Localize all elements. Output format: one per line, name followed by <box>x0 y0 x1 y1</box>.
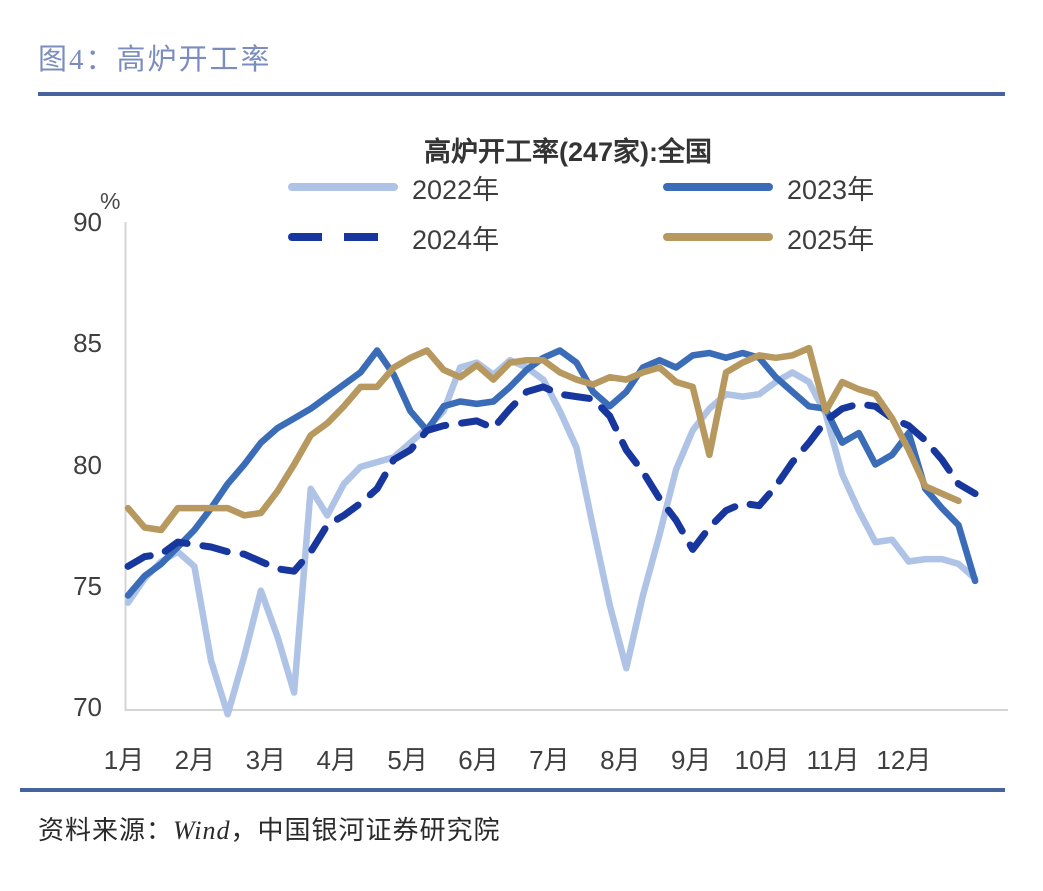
y-tick-label: 70 <box>73 692 102 722</box>
source-suffix: ，中国银河证券研究院 <box>230 816 501 845</box>
y-tick-label: 80 <box>73 449 102 480</box>
legend-item-2023: 2023年 <box>663 172 874 205</box>
footer-divider <box>20 788 1005 792</box>
legend-swatch-2023 <box>663 183 773 191</box>
header-divider <box>38 92 1005 96</box>
legend-swatch-2024 <box>288 233 398 241</box>
x-tick-label: 12月 <box>876 745 932 775</box>
y-tick-label: 90 <box>73 207 102 237</box>
series-line-2024年 <box>124 383 979 575</box>
figure-caption: 图4：高炉开工率 <box>38 44 272 76</box>
x-tick-label: 4月 <box>316 745 357 775</box>
legend-label-2022: 2022年 <box>412 174 500 205</box>
legend-label-2025: 2025年 <box>787 224 875 255</box>
legend-swatch-2022 <box>288 183 398 191</box>
x-tick-label: 3月 <box>245 745 287 775</box>
series-line-2025年 <box>124 344 962 534</box>
series-line-2022年 <box>124 356 979 718</box>
chart-title: 高炉开工率(247家):全国 <box>423 137 713 167</box>
source-wind: Wind <box>173 816 231 845</box>
legend-item-2022: 2022年 <box>288 172 499 205</box>
x-tick-label: 1月 <box>103 745 145 775</box>
x-tick-label: 9月 <box>670 745 712 775</box>
y-tick-label: 75 <box>73 570 102 601</box>
x-tick-label: 5月 <box>387 745 428 775</box>
x-tick-label: 11月 <box>806 745 860 775</box>
x-tick-label: 6月 <box>458 745 499 775</box>
source-prefix: 资料来源： <box>38 816 174 845</box>
legend-label-2023: 2023年 <box>787 174 875 205</box>
legend-label-2024: 2024年 <box>412 224 500 255</box>
legend-item-2025: 2025年 <box>663 222 874 255</box>
source-note: 资料来源：Wind，中国银河证券研究院 <box>38 810 500 847</box>
y-axis-unit: % <box>100 188 121 214</box>
legend-swatch-2025 <box>663 233 773 241</box>
x-tick-label: 2月 <box>174 745 216 775</box>
series-line-2023年 <box>124 347 979 599</box>
x-tick-label: 7月 <box>529 745 570 775</box>
x-tick-label: 10月 <box>734 745 790 775</box>
legend-item-2024: 2024年 <box>288 222 499 255</box>
y-tick-label: 85 <box>73 328 102 359</box>
x-tick-label: 8月 <box>600 745 641 775</box>
